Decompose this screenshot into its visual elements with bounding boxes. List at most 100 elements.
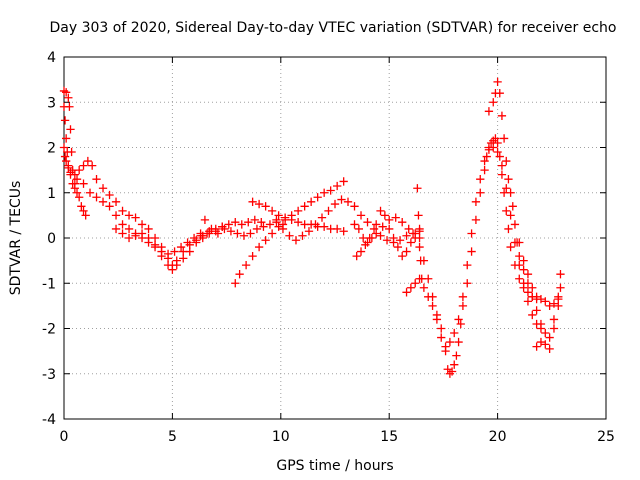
x-axis-label: GPS time / hours — [276, 458, 393, 474]
data-point — [515, 238, 524, 247]
data-point — [402, 247, 411, 256]
data-point — [320, 188, 329, 197]
data-point — [105, 202, 114, 211]
data-point — [241, 261, 251, 270]
data-point — [298, 231, 307, 240]
data-point — [111, 224, 121, 234]
data-point — [549, 315, 559, 324]
data-point — [532, 306, 541, 315]
data-point — [324, 206, 333, 215]
data-point — [150, 240, 160, 249]
data-point — [545, 344, 554, 354]
data-point — [359, 233, 368, 243]
data-point — [536, 319, 546, 329]
data-point — [356, 211, 366, 220]
series-track-8 — [248, 197, 348, 236]
data-point — [385, 224, 394, 234]
x-tick-label: 20 — [489, 429, 507, 445]
x-tick-label: 5 — [168, 429, 177, 445]
y-tick-label: 0 — [47, 231, 56, 247]
data-point — [385, 215, 394, 225]
data-point — [311, 220, 320, 229]
data-point — [391, 213, 400, 222]
data-point — [545, 333, 554, 342]
data-point — [274, 222, 283, 231]
data-points — [59, 77, 565, 378]
data-point — [528, 310, 537, 320]
data-point — [445, 337, 455, 347]
data-point — [532, 342, 541, 351]
data-point — [304, 227, 314, 236]
data-point — [237, 220, 246, 229]
data-point — [157, 251, 166, 261]
series-track-4 — [72, 175, 227, 270]
data-point — [320, 222, 329, 231]
data-point — [404, 224, 413, 234]
data-point — [549, 299, 559, 308]
data-point — [382, 236, 392, 245]
data-point — [380, 211, 390, 220]
data-point — [356, 247, 366, 256]
data-point — [79, 161, 88, 170]
data-point — [291, 236, 301, 245]
data-point — [64, 93, 73, 102]
y-tick-label: 4 — [47, 50, 56, 66]
data-point — [72, 188, 82, 197]
data-point — [365, 233, 374, 243]
data-point — [363, 218, 372, 227]
data-point — [354, 224, 363, 234]
series-track-3 — [59, 143, 212, 258]
data-point — [506, 242, 515, 252]
data-point — [150, 233, 160, 243]
y-tick-label: -1 — [42, 276, 56, 292]
data-point — [499, 188, 509, 197]
data-point — [495, 152, 504, 161]
data-point — [541, 297, 550, 306]
data-point — [224, 220, 233, 229]
data-point — [463, 261, 472, 270]
data-point — [172, 261, 181, 270]
data-point — [118, 229, 127, 238]
data-point — [244, 218, 253, 227]
data-point — [424, 274, 433, 283]
x-tick-label: 10 — [272, 429, 290, 445]
data-point — [207, 224, 216, 234]
data-point — [489, 98, 498, 107]
data-point — [254, 199, 264, 209]
data-point — [66, 125, 75, 134]
data-point — [250, 215, 259, 225]
data-point — [293, 218, 303, 227]
x-tick-label: 0 — [60, 429, 69, 445]
data-point — [350, 220, 359, 229]
data-point — [493, 147, 502, 157]
data-point — [124, 233, 134, 243]
data-point — [419, 283, 429, 292]
data-point — [124, 224, 134, 234]
data-point — [59, 102, 69, 111]
data-point — [231, 279, 240, 288]
data-point — [261, 202, 270, 211]
series-track-12 — [352, 213, 424, 261]
data-point — [170, 247, 179, 256]
data-point — [81, 211, 90, 220]
data-point — [75, 193, 84, 202]
data-point — [376, 206, 385, 215]
data-point — [59, 143, 69, 152]
data-point — [406, 283, 416, 292]
data-point — [280, 213, 290, 222]
data-point — [233, 229, 242, 238]
data-point — [267, 206, 277, 215]
data-point — [350, 202, 359, 211]
y-tick-label: -3 — [42, 367, 56, 383]
data-point — [395, 236, 405, 245]
data-point — [489, 143, 498, 152]
data-point — [504, 175, 513, 184]
data-point — [307, 197, 316, 206]
data-point — [313, 193, 322, 202]
data-point — [523, 288, 533, 297]
series-track-9 — [272, 195, 346, 245]
axis-ticks: 0 5 10 15 20 25 -4 -3 -2 -1 0 1 2 3 4 — [42, 50, 615, 445]
data-point — [450, 328, 459, 338]
data-point — [144, 224, 153, 234]
data-point — [471, 197, 481, 206]
